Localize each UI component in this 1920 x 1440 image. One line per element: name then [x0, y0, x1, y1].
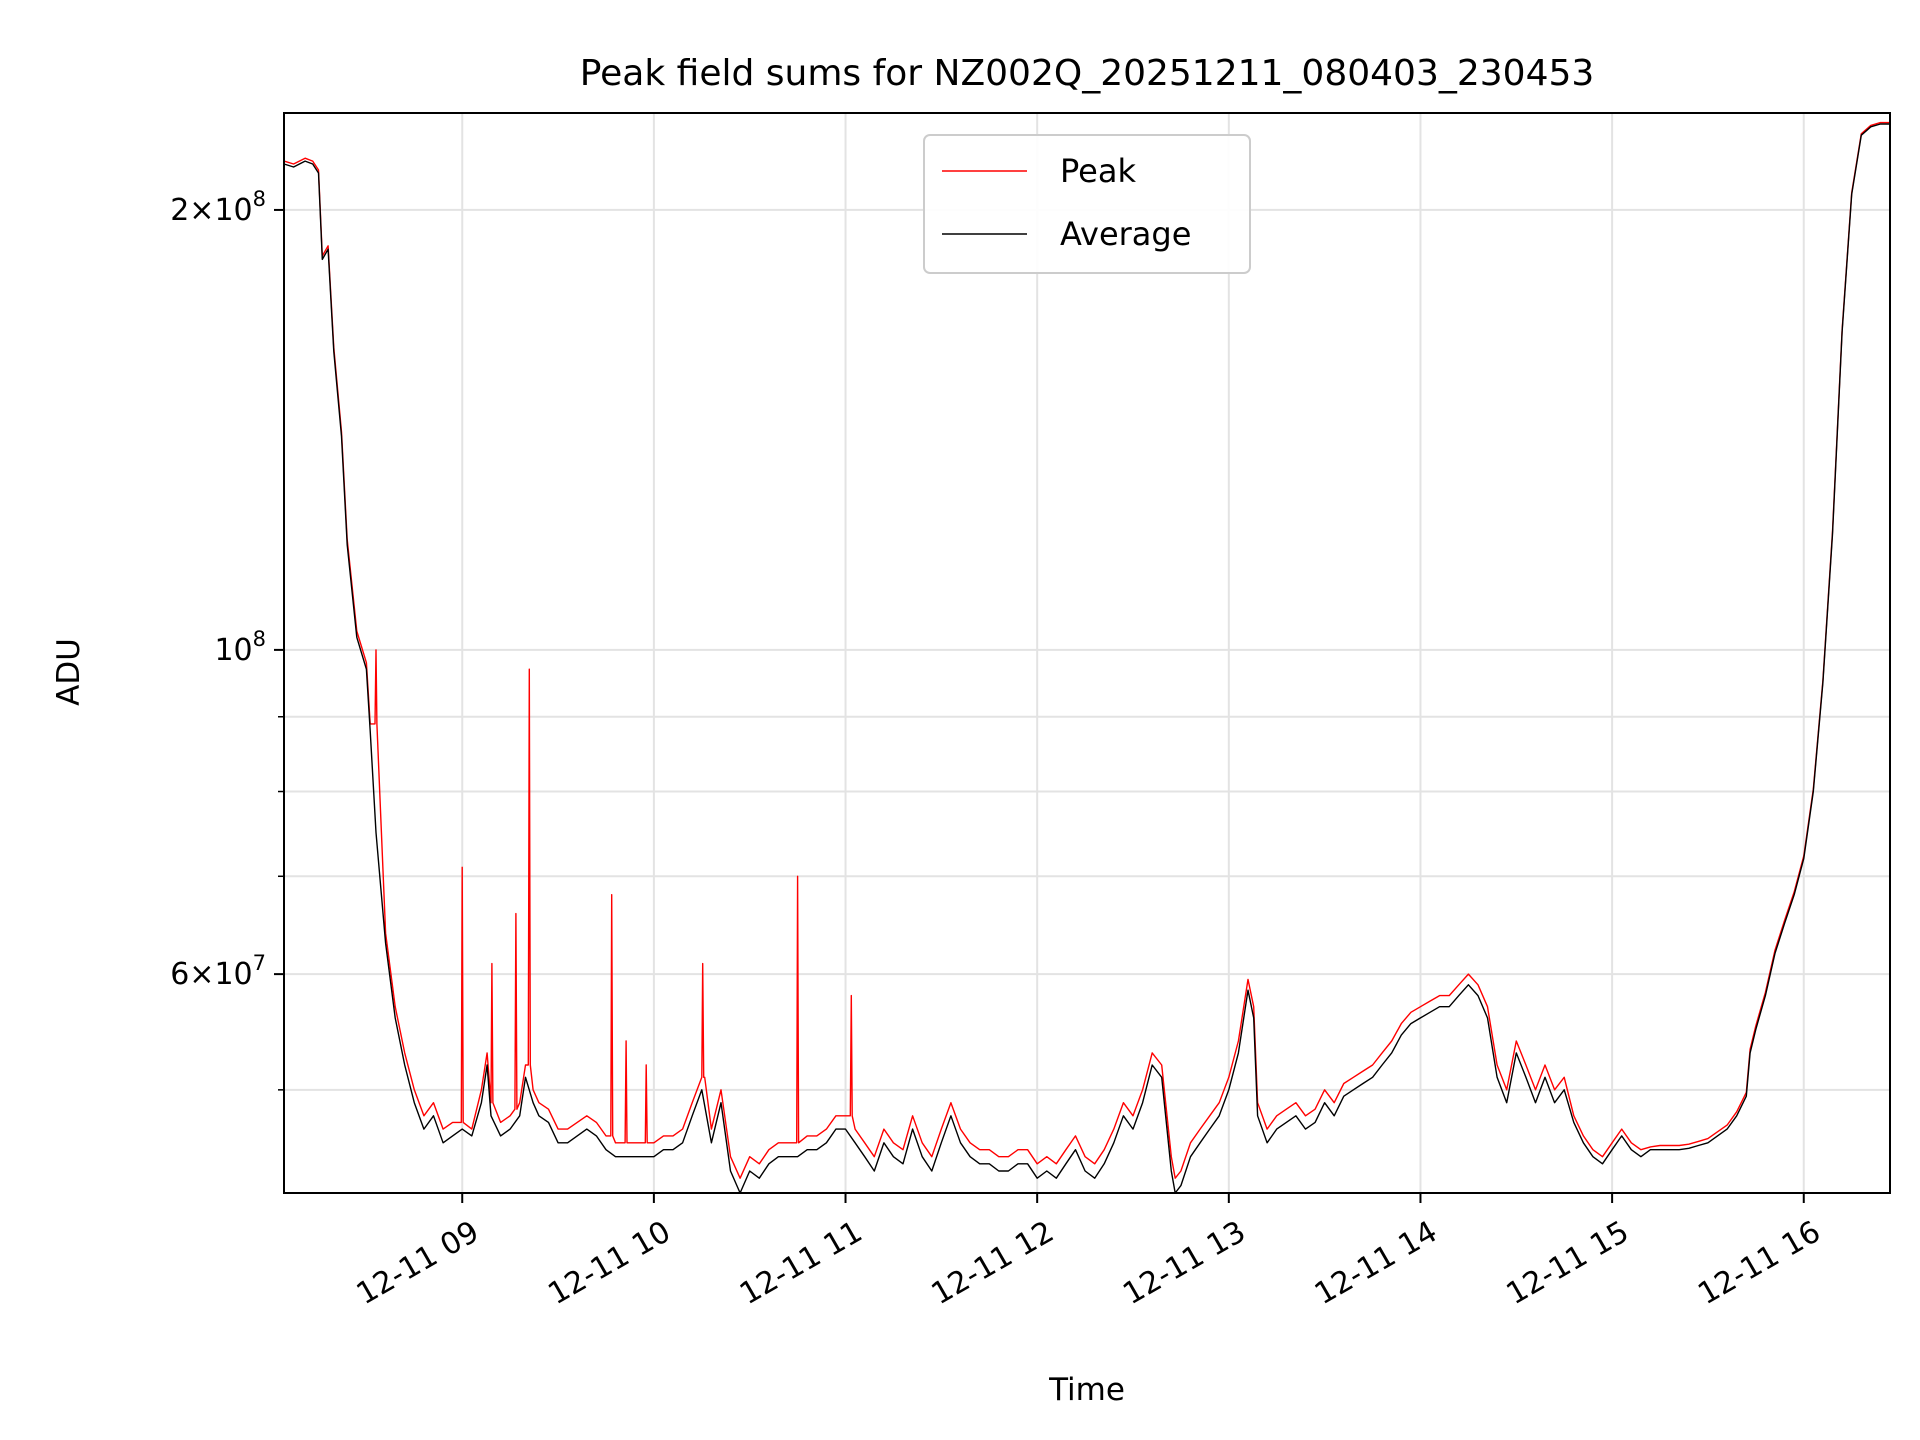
- y-tick-exponent: 8: [253, 627, 266, 651]
- y-axis-label: ADU: [51, 638, 87, 706]
- legend-peak-label: Peak: [1060, 152, 1136, 190]
- series-line-average: [283, 123, 1890, 1194]
- legend-average-label: Average: [1060, 215, 1191, 253]
- legend-box: [923, 134, 1251, 274]
- y-tick-mantissa: 6×10: [170, 957, 252, 992]
- chart-title: Peak field sums for NZ002Q_20251211_0804…: [580, 53, 1595, 94]
- x-axis-label: Time: [1048, 1372, 1125, 1408]
- legend: Peak Average: [923, 134, 1251, 274]
- series-line-peak: [283, 121, 1890, 1179]
- y-tick-label: 2×108: [170, 187, 266, 228]
- y-tick-exponent: 8: [253, 187, 266, 211]
- y-tick-label: 108: [214, 627, 266, 668]
- plot-lines: [283, 121, 1890, 1194]
- y-tick-label: 6×107: [170, 951, 266, 992]
- y-tick-mantissa: 2×10: [170, 193, 252, 228]
- axes-frame: [283, 112, 1891, 1194]
- y-tick-mantissa: 10: [214, 633, 252, 668]
- y-tick-exponent: 7: [253, 951, 266, 975]
